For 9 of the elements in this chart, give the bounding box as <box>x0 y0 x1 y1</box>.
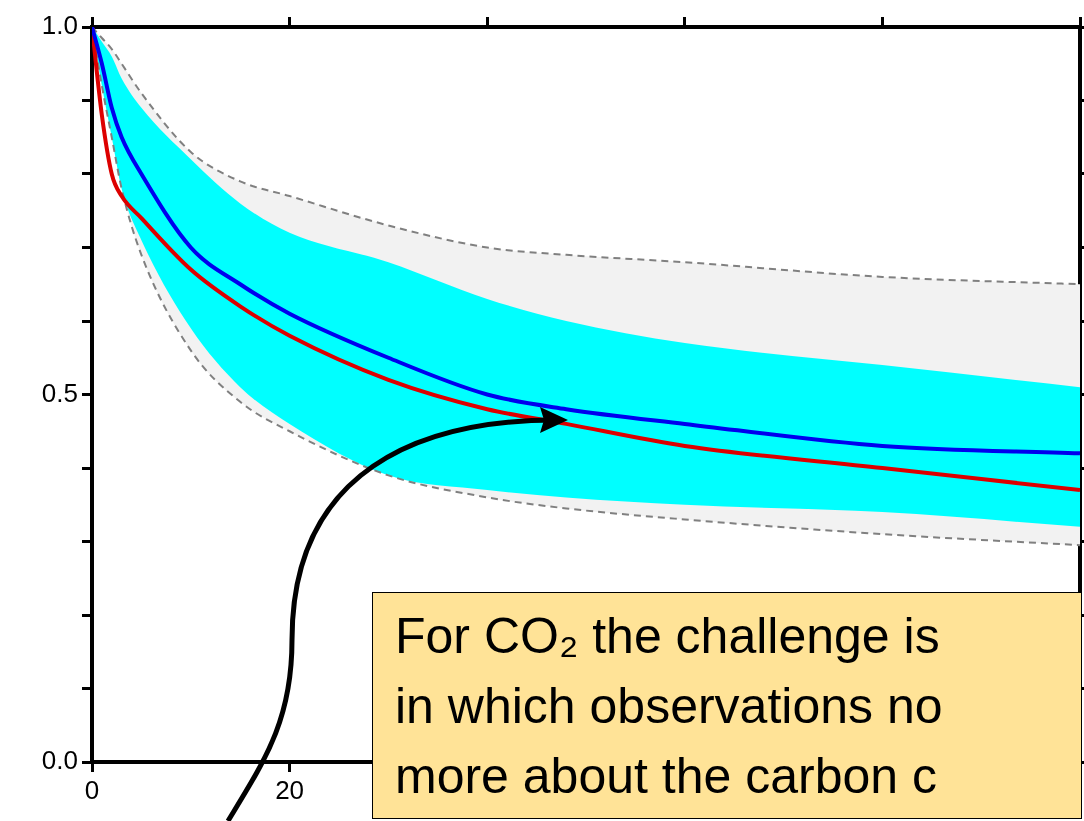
x-tick-label: 20 <box>275 774 305 805</box>
y-tick-label: 0.5 <box>41 377 78 408</box>
x-tick-label: 0 <box>84 774 100 805</box>
annotation: For CO₂ the challenge is <box>395 607 941 666</box>
annotation: in which observations no <box>395 677 944 736</box>
callout-box: For CO₂ the challenge is in which observations no more about the carbon c <box>372 592 1082 819</box>
annotation: more about the carbon c <box>395 747 938 806</box>
y-tick-label: 1.0 <box>41 10 78 41</box>
y-tick-label: 0.0 <box>41 745 78 776</box>
